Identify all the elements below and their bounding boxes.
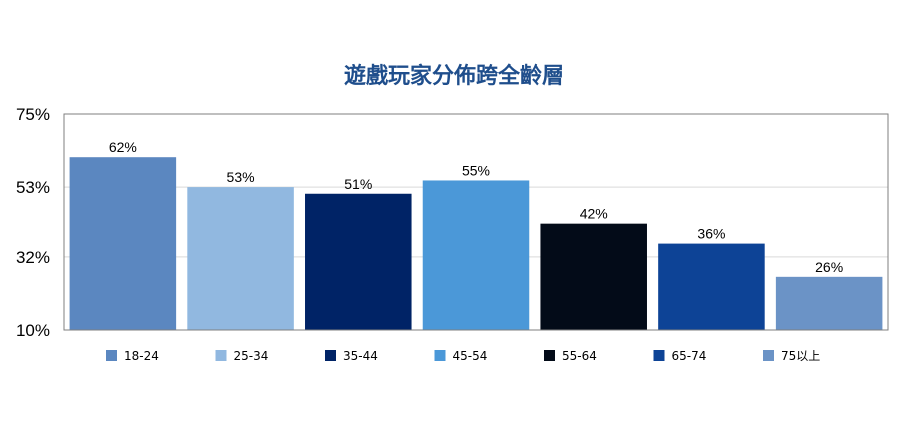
data-label: 26% bbox=[815, 259, 843, 275]
legend-label: 55-64 bbox=[562, 349, 597, 363]
legend-label: 45-54 bbox=[453, 349, 488, 363]
bar bbox=[187, 187, 294, 330]
bar bbox=[540, 223, 647, 330]
y-tick-label: 75% bbox=[16, 105, 50, 124]
data-label: 42% bbox=[580, 206, 608, 222]
legend-swatch bbox=[325, 350, 336, 361]
legend: 18-24 25-34 35-44 45-54 55-64 65-74 75以上 bbox=[106, 349, 820, 363]
legend-label: 35-44 bbox=[343, 349, 378, 363]
legend-label: 18-24 bbox=[124, 349, 159, 363]
data-label: 53% bbox=[227, 169, 255, 185]
bar bbox=[658, 243, 765, 330]
legend-swatch bbox=[106, 350, 117, 361]
bar bbox=[69, 157, 177, 330]
data-label: 36% bbox=[697, 226, 725, 242]
legend-swatch bbox=[653, 350, 665, 361]
legend-label: 25-34 bbox=[234, 349, 269, 363]
y-tick-label: 53% bbox=[16, 178, 50, 197]
legend-label: 65-74 bbox=[672, 349, 707, 363]
bar bbox=[305, 193, 412, 330]
y-tick-label: 32% bbox=[16, 248, 50, 267]
legend-label: 75以上 bbox=[781, 349, 820, 363]
data-label: 55% bbox=[462, 162, 490, 178]
legend-swatch bbox=[544, 350, 555, 361]
y-tick-label: 10% bbox=[16, 321, 50, 340]
legend-swatch bbox=[215, 350, 227, 361]
y-axis-ticks: 10% 32% 53% 75% bbox=[16, 105, 50, 340]
data-label: 62% bbox=[109, 139, 137, 155]
bar bbox=[422, 180, 530, 330]
chart-title: 遊戲玩家分佈跨全齡層 bbox=[343, 64, 564, 89]
legend-swatch bbox=[763, 350, 774, 361]
data-labels: 62% 53% 51% 55% 42% 36% 26% bbox=[109, 139, 843, 275]
data-label: 51% bbox=[344, 176, 372, 192]
bar bbox=[775, 276, 883, 330]
plot-area-border bbox=[63, 113, 889, 331]
bars bbox=[69, 157, 883, 330]
legend-swatch bbox=[434, 350, 446, 361]
